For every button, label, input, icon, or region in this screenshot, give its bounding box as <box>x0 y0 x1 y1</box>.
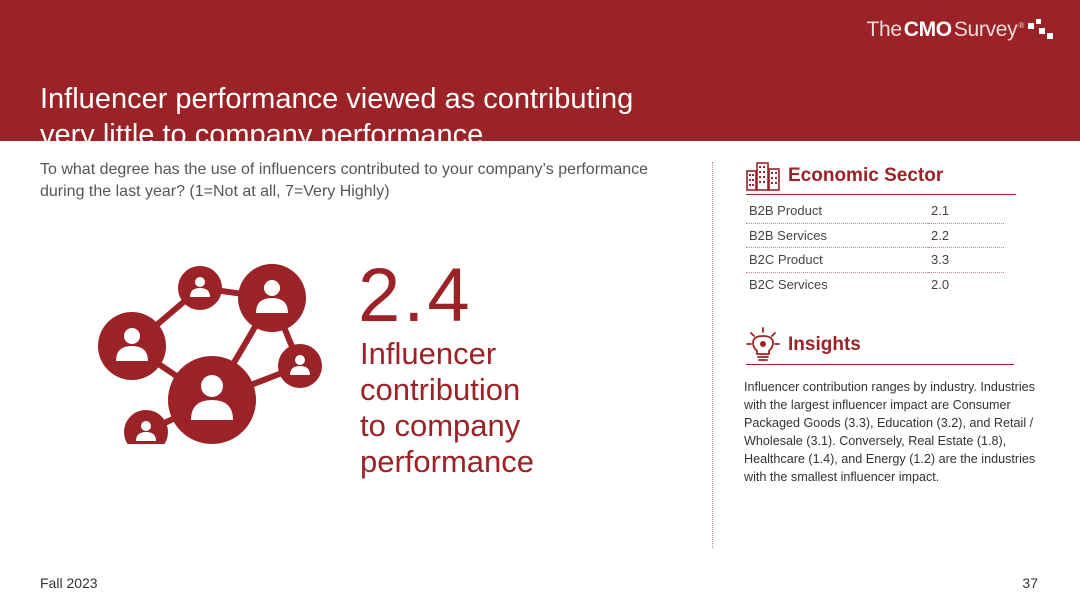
insights-title: Insights <box>788 334 861 355</box>
title-line-1: Influencer performance viewed as contrib… <box>40 83 634 116</box>
score-label-line: contribution <box>360 372 521 407</box>
economic-sector-table: B2B Product 2.1 B2B Services 2.2 B2C Pro… <box>746 199 1004 296</box>
economic-sector-heading: Economic Sector <box>746 158 1016 195</box>
sector-name: B2B Services <box>746 223 928 248</box>
buildings-icon <box>746 162 780 191</box>
table-row: B2B Services 2.2 <box>746 223 1004 248</box>
score-label-line: Influencer <box>360 336 497 371</box>
score-label-line: to company <box>360 408 521 443</box>
influencer-network-icon <box>98 264 322 444</box>
brand-mark: ® <box>1018 20 1024 30</box>
title-line-2: very little to company performance <box>40 119 484 152</box>
sector-value: 3.3 <box>928 247 1004 273</box>
brand-bold: CMO <box>903 18 952 41</box>
survey-question: To what degree has the use of influencer… <box>40 161 649 200</box>
sector-name: B2C Product <box>746 247 928 273</box>
sector-name: B2B Product <box>746 199 928 224</box>
sector-value: 2.1 <box>928 199 1004 224</box>
brand-prefix: The <box>866 18 902 41</box>
column-divider <box>712 162 713 548</box>
table-row: B2B Product 2.1 <box>746 199 1004 224</box>
sector-value: 2.2 <box>928 223 1004 248</box>
sector-value: 2.0 <box>931 276 950 292</box>
page-number: 37 <box>1022 575 1038 591</box>
footer-date: Fall 2023 <box>40 575 98 591</box>
table-row: B2C Product 3.3 <box>746 247 1004 273</box>
average-score: 2.4 <box>358 253 473 338</box>
score-label-line: performance <box>360 444 535 479</box>
insights-heading: Insights <box>746 326 1014 365</box>
economic-sector-title: Economic Sector <box>788 165 944 186</box>
header-banner: The CMO Survey ® Influencer performance … <box>0 0 1080 151</box>
insights-text: Influencer contribution ranges by indust… <box>744 380 1036 485</box>
sector-name: B2C Services <box>749 276 828 292</box>
brand-logo: The CMO Survey ® <box>866 18 1054 42</box>
page-title: Influencer performance viewed as contrib… <box>40 81 720 153</box>
table-row: B2C Services 2.0 <box>746 272 1004 296</box>
brand-suffix: Survey <box>953 18 1018 41</box>
score-label: Influencer contribution to company perfo… <box>360 336 620 480</box>
lightbulb-icon <box>746 327 780 361</box>
brand-dots-icon <box>1028 19 1053 39</box>
